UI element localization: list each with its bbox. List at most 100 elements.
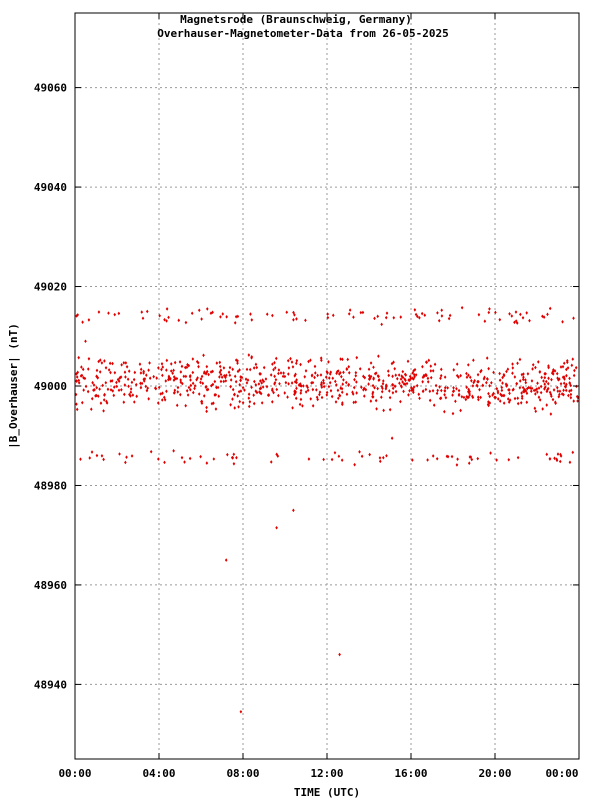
data-point bbox=[75, 375, 79, 379]
data-point bbox=[287, 382, 290, 386]
data-point bbox=[487, 310, 491, 315]
data-point bbox=[499, 392, 502, 397]
data-point bbox=[257, 382, 261, 386]
data-point bbox=[205, 384, 208, 389]
data-point bbox=[369, 374, 373, 379]
data-point bbox=[210, 401, 214, 406]
data-point bbox=[224, 375, 227, 380]
data-point bbox=[525, 400, 529, 405]
data-point bbox=[345, 367, 349, 372]
data-point bbox=[459, 373, 462, 378]
data-point bbox=[454, 399, 457, 404]
data-point bbox=[482, 377, 486, 381]
data-point bbox=[443, 389, 447, 393]
data-point bbox=[258, 372, 262, 376]
data-point bbox=[511, 362, 514, 366]
data-point bbox=[291, 406, 294, 410]
data-point bbox=[371, 394, 374, 399]
data-point bbox=[197, 308, 201, 313]
data-point bbox=[274, 377, 278, 382]
data-point bbox=[514, 319, 518, 323]
data-point bbox=[95, 368, 99, 373]
data-point bbox=[179, 370, 183, 374]
data-point bbox=[272, 390, 275, 395]
data-point bbox=[236, 369, 240, 374]
data-point bbox=[218, 364, 222, 369]
data-point bbox=[304, 390, 308, 394]
data-point bbox=[547, 365, 550, 370]
data-point bbox=[376, 314, 380, 319]
data-point bbox=[227, 370, 231, 375]
data-point bbox=[281, 374, 285, 379]
data-point bbox=[226, 452, 229, 457]
data-point bbox=[318, 392, 321, 397]
data-point bbox=[265, 312, 269, 317]
data-point bbox=[90, 407, 93, 412]
data-point bbox=[391, 383, 395, 387]
data-point bbox=[531, 362, 535, 367]
data-point bbox=[440, 308, 444, 312]
data-point bbox=[129, 387, 133, 391]
data-point bbox=[185, 388, 189, 393]
data-point bbox=[401, 375, 405, 380]
data-point bbox=[330, 457, 334, 462]
data-point bbox=[147, 368, 150, 372]
data-point bbox=[568, 381, 572, 385]
data-point bbox=[218, 375, 221, 379]
data-point bbox=[511, 371, 514, 376]
data-point bbox=[564, 388, 568, 393]
data-point bbox=[547, 376, 550, 381]
data-point bbox=[238, 382, 242, 387]
data-point bbox=[219, 315, 222, 319]
data-point bbox=[506, 397, 510, 401]
data-point bbox=[125, 455, 128, 459]
data-point bbox=[353, 377, 356, 382]
data-point bbox=[556, 452, 560, 456]
data-point bbox=[563, 377, 566, 381]
data-point bbox=[157, 366, 160, 370]
data-point bbox=[161, 365, 165, 369]
data-point bbox=[331, 313, 335, 318]
data-point bbox=[393, 366, 397, 371]
data-point bbox=[537, 395, 541, 399]
data-point bbox=[562, 375, 566, 379]
data-point bbox=[103, 359, 106, 363]
data-point bbox=[142, 377, 146, 382]
data-point bbox=[476, 456, 480, 461]
data-point bbox=[477, 379, 480, 384]
data-point bbox=[355, 355, 359, 360]
data-point bbox=[186, 393, 190, 397]
data-point bbox=[520, 391, 523, 395]
data-point bbox=[574, 365, 578, 370]
data-point bbox=[415, 383, 419, 388]
data-point bbox=[160, 398, 164, 402]
data-point bbox=[283, 374, 287, 379]
data-point bbox=[239, 389, 243, 393]
data-point bbox=[552, 388, 556, 392]
data-point bbox=[172, 378, 176, 382]
data-point bbox=[212, 457, 216, 461]
data-point bbox=[335, 383, 338, 387]
data-point bbox=[76, 313, 80, 317]
data-point bbox=[161, 373, 164, 378]
data-point bbox=[124, 361, 128, 365]
data-point bbox=[487, 400, 490, 404]
data-point bbox=[103, 392, 106, 397]
data-point bbox=[520, 394, 524, 399]
data-point bbox=[335, 369, 339, 374]
data-point bbox=[557, 394, 561, 399]
data-point bbox=[508, 398, 512, 402]
data-point bbox=[228, 373, 232, 378]
data-point bbox=[330, 394, 334, 399]
data-point bbox=[207, 372, 210, 377]
data-point bbox=[229, 402, 232, 407]
data-point bbox=[408, 388, 411, 393]
data-point bbox=[184, 374, 188, 379]
data-point bbox=[334, 400, 338, 404]
data-point bbox=[214, 392, 218, 397]
data-point bbox=[339, 386, 343, 390]
data-point bbox=[292, 310, 295, 315]
data-point bbox=[468, 455, 472, 459]
data-point bbox=[101, 383, 104, 388]
data-point bbox=[333, 379, 337, 384]
